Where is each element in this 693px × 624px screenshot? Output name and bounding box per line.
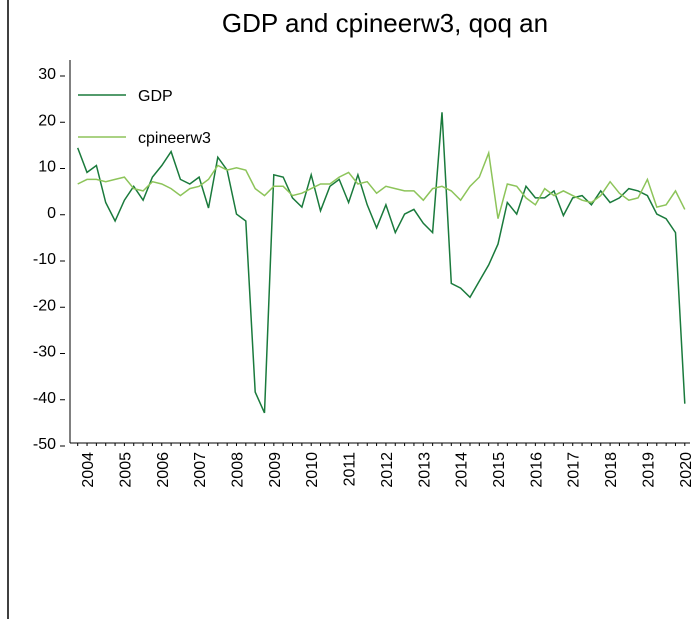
x-tick-label: 2020 [678,452,693,488]
x-tick-label: 2017 [566,452,583,488]
legend-label: GDP [138,88,173,105]
x-tick-label: 2018 [603,452,620,488]
y-tick-label: -40 [33,390,56,407]
x-tick-label: 2016 [528,452,545,488]
x-tick-label: 2004 [80,452,97,488]
y-tick-label: -10 [33,251,56,268]
x-tick-label: 2005 [117,452,134,488]
y-tick-label: -50 [33,436,56,453]
y-tick-label: 30 [38,66,56,83]
y-tick-label: 0 [47,205,56,222]
x-tick-label: 2013 [416,452,433,488]
y-tick-label: -30 [33,344,56,361]
chart-title: GDP and cpineerw3, qoq an [222,8,548,38]
y-tick-label: 20 [38,112,56,129]
y-tick-label: -20 [33,297,56,314]
y-tick-label: 10 [38,159,56,176]
x-tick-label: 2019 [640,452,657,488]
x-tick-label: 2009 [267,452,284,488]
x-tick-label: 2014 [454,452,471,488]
series-line [77,150,686,219]
x-tick-label: 2007 [192,452,209,488]
x-tick-label: 2015 [491,452,508,488]
legend-label: cpineerw3 [138,130,211,147]
x-tick-label: 2006 [155,452,172,488]
x-tick-label: 2012 [379,452,396,488]
series-line [76,112,686,414]
x-tick-label: 2010 [304,452,321,488]
x-tick-label: 2008 [229,452,246,488]
x-tick-label: 2011 [342,452,359,487]
